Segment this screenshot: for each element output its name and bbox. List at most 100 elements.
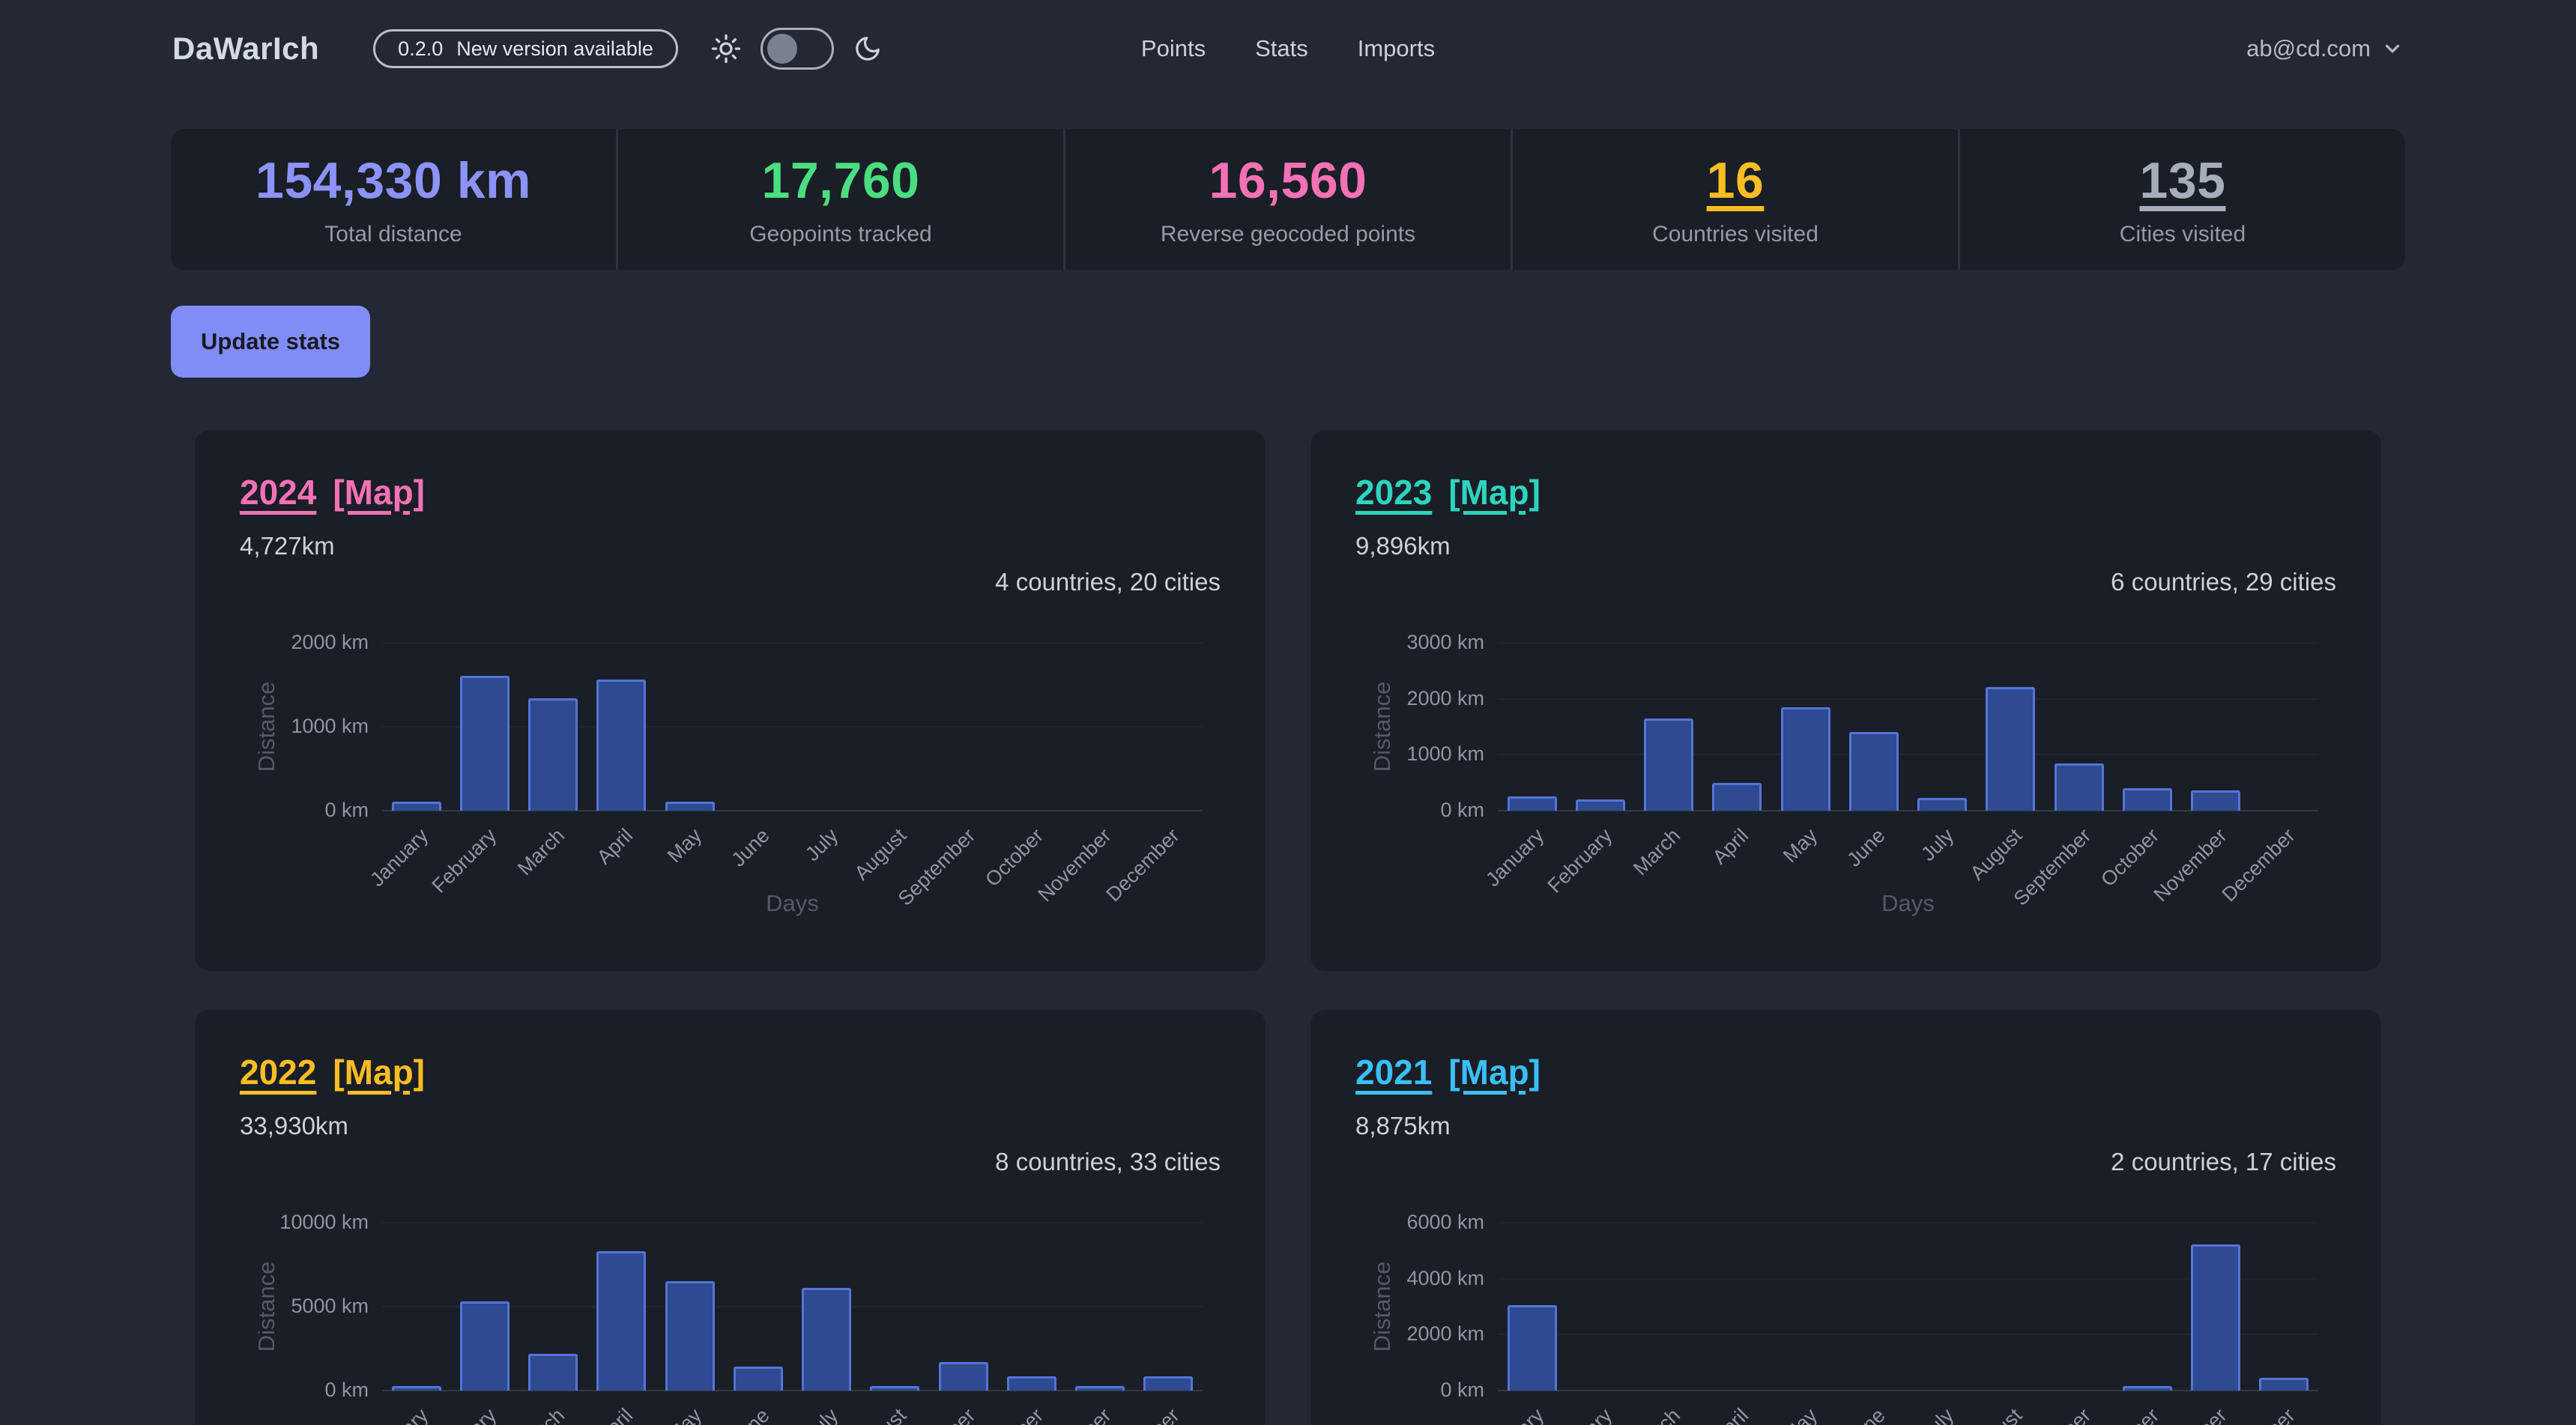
gridline <box>382 726 1203 727</box>
distance-bar-chart-2023: 0 km 1000 km 2000 km 3000 km January February… <box>1355 631 2336 943</box>
y-tick-label: 1000 km <box>291 715 369 737</box>
x-tick-label: February <box>427 824 501 898</box>
map-link-2024[interactable]: [Map] <box>333 473 425 512</box>
bar-june <box>1849 732 1899 811</box>
account-menu[interactable]: ab@cd.com <box>2246 35 2404 62</box>
y-axis-title: Distance <box>1369 681 1395 772</box>
bar-may <box>665 802 715 811</box>
x-tick-label: April <box>592 824 638 869</box>
bar-november <box>2191 1244 2240 1391</box>
moon-icon <box>853 34 882 63</box>
x-tick-label: October <box>2096 824 2164 892</box>
x-tick-label: May <box>662 824 707 868</box>
bar-september <box>939 1362 988 1391</box>
distance-bar-chart-2021: 0 km 2000 km 4000 km 6000 km JanuaryFebruary… <box>1355 1211 2336 1425</box>
update-stats-button[interactable]: Update stats <box>171 306 371 378</box>
bar-january <box>392 1386 441 1391</box>
stats-row: 154,330 km Total distance 17,760 Geopoints … <box>171 129 2405 270</box>
bar-may <box>1781 707 1830 811</box>
bar-february <box>1576 799 1625 811</box>
year-link-2024[interactable]: 2024 <box>240 473 317 512</box>
bar-march <box>528 698 578 811</box>
version-badge[interactable]: 0.2.0 New version available <box>373 29 678 68</box>
card-title: 2021 [Map] <box>1355 1052 2336 1092</box>
x-tick-label: August <box>850 824 911 885</box>
theme-toggle[interactable] <box>760 28 834 70</box>
y-tick-label: 0 km <box>324 799 369 821</box>
countries-cities-summary: 6 countries, 29 cities <box>2111 568 2336 596</box>
gridline <box>1498 1334 2318 1336</box>
stat-value[interactable]: 16 <box>1706 152 1765 209</box>
y-tick-label: 10000 km <box>279 1211 369 1233</box>
x-tick-label: March <box>513 824 569 880</box>
bar-february <box>460 676 510 811</box>
app-logo[interactable]: DaWarIch <box>172 31 320 66</box>
main-nav: Points Stats Imports <box>1141 35 1435 62</box>
stat-card: 17,760 Geopoints tracked <box>616 129 1063 270</box>
bar-october <box>2123 1386 2172 1391</box>
map-link-2022[interactable]: [Map] <box>333 1053 425 1092</box>
gridline <box>1498 698 2318 700</box>
x-tick-label: April <box>1708 824 1753 869</box>
bar-january <box>392 802 441 811</box>
x-tick-label: August <box>850 1404 911 1425</box>
countries-cities-summary: 8 countries, 33 cities <box>995 1148 1221 1176</box>
y-tick-label: 2000 km <box>1406 1322 1484 1346</box>
bar-july <box>802 1288 851 1391</box>
map-link-2021[interactable]: [Map] <box>1448 1053 1541 1092</box>
x-tick-label: April <box>593 1404 638 1425</box>
x-tick-label: October <box>981 1404 1048 1425</box>
gridline <box>1498 1390 2318 1391</box>
year-card-2022: 2022 [Map] 33,930km 8 countries, 33 cities 0… <box>195 1010 1266 1425</box>
stat-card: 16,560 Reverse geocoded points <box>1063 129 1511 270</box>
distance-total: 8,875km <box>1355 1112 1451 1140</box>
bar-october <box>2123 788 2172 811</box>
map-link-2023[interactable]: [Map] <box>1448 473 1541 512</box>
x-axis-title: Days <box>766 890 819 916</box>
year-cards-grid: 2024 [Map] 4,727km 4 countries, 20 cities 0 … <box>195 430 2381 1425</box>
year-link-2021[interactable]: 2021 <box>1355 1053 1433 1092</box>
x-tick-label: August <box>1966 1404 2027 1425</box>
x-tick-label: April <box>1708 1404 1753 1425</box>
x-tick-label: June <box>1843 1404 1890 1425</box>
y-tick-label: 3000 km <box>1406 631 1484 653</box>
gridline <box>1498 1222 2318 1223</box>
x-tick-label: June <box>1842 824 1890 871</box>
bar-august <box>870 1386 919 1391</box>
gridline <box>382 1306 1203 1307</box>
bar-january <box>1508 1305 1557 1391</box>
y-tick-label: 0 km <box>1440 1379 1484 1401</box>
gridline <box>382 642 1203 644</box>
stat-value[interactable]: 135 <box>2139 152 2226 209</box>
nav-item-points[interactable]: Points <box>1140 35 1206 61</box>
version-number: 0.2.0 <box>398 37 444 60</box>
x-tick-label: March <box>513 1404 569 1425</box>
year-card-2023: 2023 [Map] 9,896km 6 countries, 29 cities 0 … <box>1310 430 2381 971</box>
x-tick-label: March <box>1629 1404 1685 1425</box>
x-tick-label: February <box>1543 824 1617 898</box>
distance-total: 9,896km <box>1355 532 1451 560</box>
x-tick-label: May <box>1778 824 1822 868</box>
nav-item-imports[interactable]: Imports <box>1357 35 1436 61</box>
distance-bar-chart-2024: 0 km 1000 km 2000 km January February March Ap… <box>240 631 1221 943</box>
stat-value: 16,560 <box>1209 152 1367 209</box>
bar-october <box>1007 1376 1056 1391</box>
x-tick-label: May <box>663 1404 707 1425</box>
gridline <box>382 810 1203 811</box>
x-tick-label: January <box>1481 1404 1549 1425</box>
bar-august <box>1986 687 2035 811</box>
y-axis-title: Distance <box>253 681 279 772</box>
stat-label: Countries visited <box>1652 222 1818 246</box>
y-tick-label: 6000 km <box>1406 1211 1484 1233</box>
year-link-2023[interactable]: 2023 <box>1355 473 1433 512</box>
theme-switcher <box>711 28 882 70</box>
x-tick-label: July <box>1917 1404 1959 1425</box>
x-tick-label: July <box>1917 824 1959 866</box>
sun-icon <box>711 34 741 64</box>
x-tick-label: July <box>801 1404 843 1425</box>
nav-item-stats[interactable]: Stats <box>1255 35 1308 61</box>
card-title: 2024 [Map] <box>240 472 1221 512</box>
x-tick-label: June <box>728 1404 775 1425</box>
year-link-2022[interactable]: 2022 <box>240 1053 317 1092</box>
bar-november <box>1075 1386 1125 1391</box>
